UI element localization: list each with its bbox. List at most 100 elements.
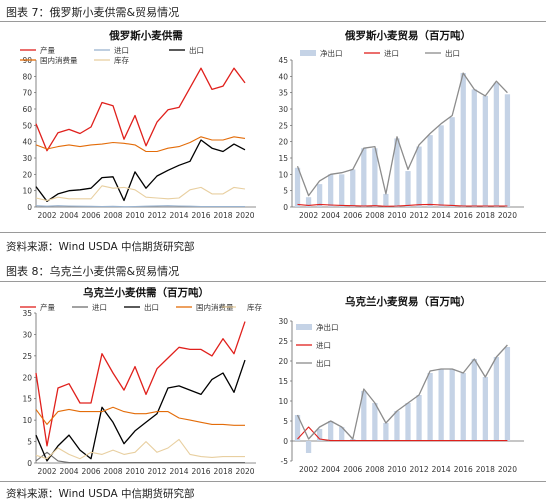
x-tick-label: 2018 — [476, 465, 495, 474]
bar-2018 — [482, 95, 488, 207]
y-tick-label: 40 — [278, 72, 288, 81]
x-tick-label: 2014 — [432, 465, 451, 474]
figure8-bottom-rule — [0, 481, 546, 482]
series-line — [35, 359, 246, 462]
y-tick-label: 10 — [22, 416, 32, 425]
bar-2020 — [504, 347, 511, 441]
bar-2011 — [405, 403, 411, 441]
figure7-source: 资料来源：Wind USDA 中信期货研究部 — [6, 241, 195, 253]
x-tick-label: 2010 — [387, 211, 406, 220]
y-tick-label: 15 — [278, 154, 288, 163]
y-tick-label: 5 — [283, 417, 288, 426]
legend-label: 出口 — [316, 358, 331, 368]
x-tick-label: 2018 — [213, 211, 232, 220]
x-tick-label: 2012 — [410, 211, 429, 220]
x-tick-label: 2016 — [454, 465, 473, 474]
legend-label: 出口 — [445, 48, 460, 58]
x-tick-label: 2008 — [103, 211, 122, 220]
bar-2007 — [361, 391, 367, 441]
bar-2005 — [339, 174, 345, 207]
y-tick-label: 5 — [283, 187, 288, 196]
legend-swatch — [300, 50, 316, 56]
bar-2009 — [383, 423, 389, 441]
x-tick-label: 2008 — [365, 465, 384, 474]
legend-label: 产量 — [40, 45, 55, 55]
bar-2002 — [305, 197, 312, 207]
y-tick-label: 80 — [22, 72, 32, 81]
bar-2017 — [471, 359, 477, 441]
bar-2017 — [471, 89, 477, 207]
x-tick-label: 2004 — [321, 211, 340, 220]
series-line — [35, 136, 246, 153]
bar-2016 — [460, 73, 466, 207]
x-tick-label: 2008 — [103, 467, 122, 476]
bar-2004 — [328, 421, 334, 441]
series-line — [35, 321, 246, 447]
bar-2005 — [339, 427, 345, 441]
series-line — [35, 67, 246, 152]
legend-label: 进口 — [384, 49, 399, 58]
y-tick-label: 0 — [283, 203, 288, 212]
legend-label: 出口 — [189, 45, 204, 55]
x-tick-label: 2018 — [476, 211, 495, 220]
legend-label: 进口 — [316, 341, 331, 350]
y-tick-label: 5 — [27, 438, 32, 447]
y-tick-label: 50 — [22, 121, 32, 130]
bar-2014 — [438, 125, 444, 207]
x-tick-label: 2002 — [299, 211, 318, 220]
x-tick-label: 2002 — [37, 467, 56, 476]
y-tick-label: 0 — [27, 459, 32, 468]
x-tick-label: 2006 — [343, 211, 362, 220]
bar-2015 — [449, 369, 455, 441]
series-line — [297, 203, 508, 207]
x-tick-label: 2012 — [147, 467, 166, 476]
bar-2019 — [493, 357, 500, 441]
x-tick-label: 2020 — [235, 211, 254, 220]
bar-2013 — [427, 373, 433, 441]
series-line — [35, 451, 245, 464]
bar-2020 — [504, 94, 511, 207]
x-tick-label: 2016 — [191, 211, 210, 220]
y-tick-label: 25 — [278, 121, 288, 130]
bar-2014 — [438, 369, 444, 441]
x-tick-label: 2010 — [125, 467, 144, 476]
chart-title: 俄罗斯小麦贸易（百万吨） — [344, 29, 471, 42]
y-tick-label: 35 — [278, 89, 288, 98]
legend-label: 产量 — [40, 302, 55, 312]
y-tick-label: 0 — [27, 203, 32, 212]
y-tick-label: 20 — [278, 138, 288, 147]
x-tick-label: 2006 — [81, 211, 100, 220]
x-tick-label: 2016 — [454, 211, 473, 220]
y-tick-label: 10 — [22, 187, 32, 196]
x-tick-label: 2020 — [498, 211, 517, 220]
x-tick-label: 2014 — [432, 211, 451, 220]
bar-2001 — [294, 415, 301, 441]
bar-2003 — [316, 429, 323, 441]
legend-label: 进口 — [92, 303, 107, 312]
series-line — [297, 426, 508, 442]
x-tick-label: 2020 — [498, 465, 517, 474]
y-tick-label: 45 — [278, 56, 288, 65]
bar-2006 — [350, 169, 356, 207]
bar-2016 — [460, 373, 466, 441]
x-tick-label: 2004 — [321, 465, 340, 474]
x-tick-label: 2002 — [37, 211, 56, 220]
bar-2008 — [372, 403, 378, 441]
y-tick-label: 10 — [278, 397, 288, 406]
series-line — [35, 438, 245, 460]
y-tick-label: 10 — [278, 170, 288, 179]
bar-2013 — [427, 135, 433, 207]
bar-2018 — [482, 377, 488, 441]
figure7-caption: 图表 7：俄罗斯小麦供需&贸易情况 — [6, 6, 180, 19]
y-tick-label: -5 — [281, 457, 289, 466]
bar-2002 — [305, 441, 312, 453]
legend-label: 净出口 — [320, 48, 343, 58]
bar-2008 — [372, 148, 378, 207]
chart-title: 乌克兰小麦贸易（百万吨） — [345, 295, 471, 308]
x-tick-label: 2010 — [125, 211, 144, 220]
y-tick-label: 30 — [22, 154, 32, 163]
bar-2010 — [394, 411, 400, 441]
